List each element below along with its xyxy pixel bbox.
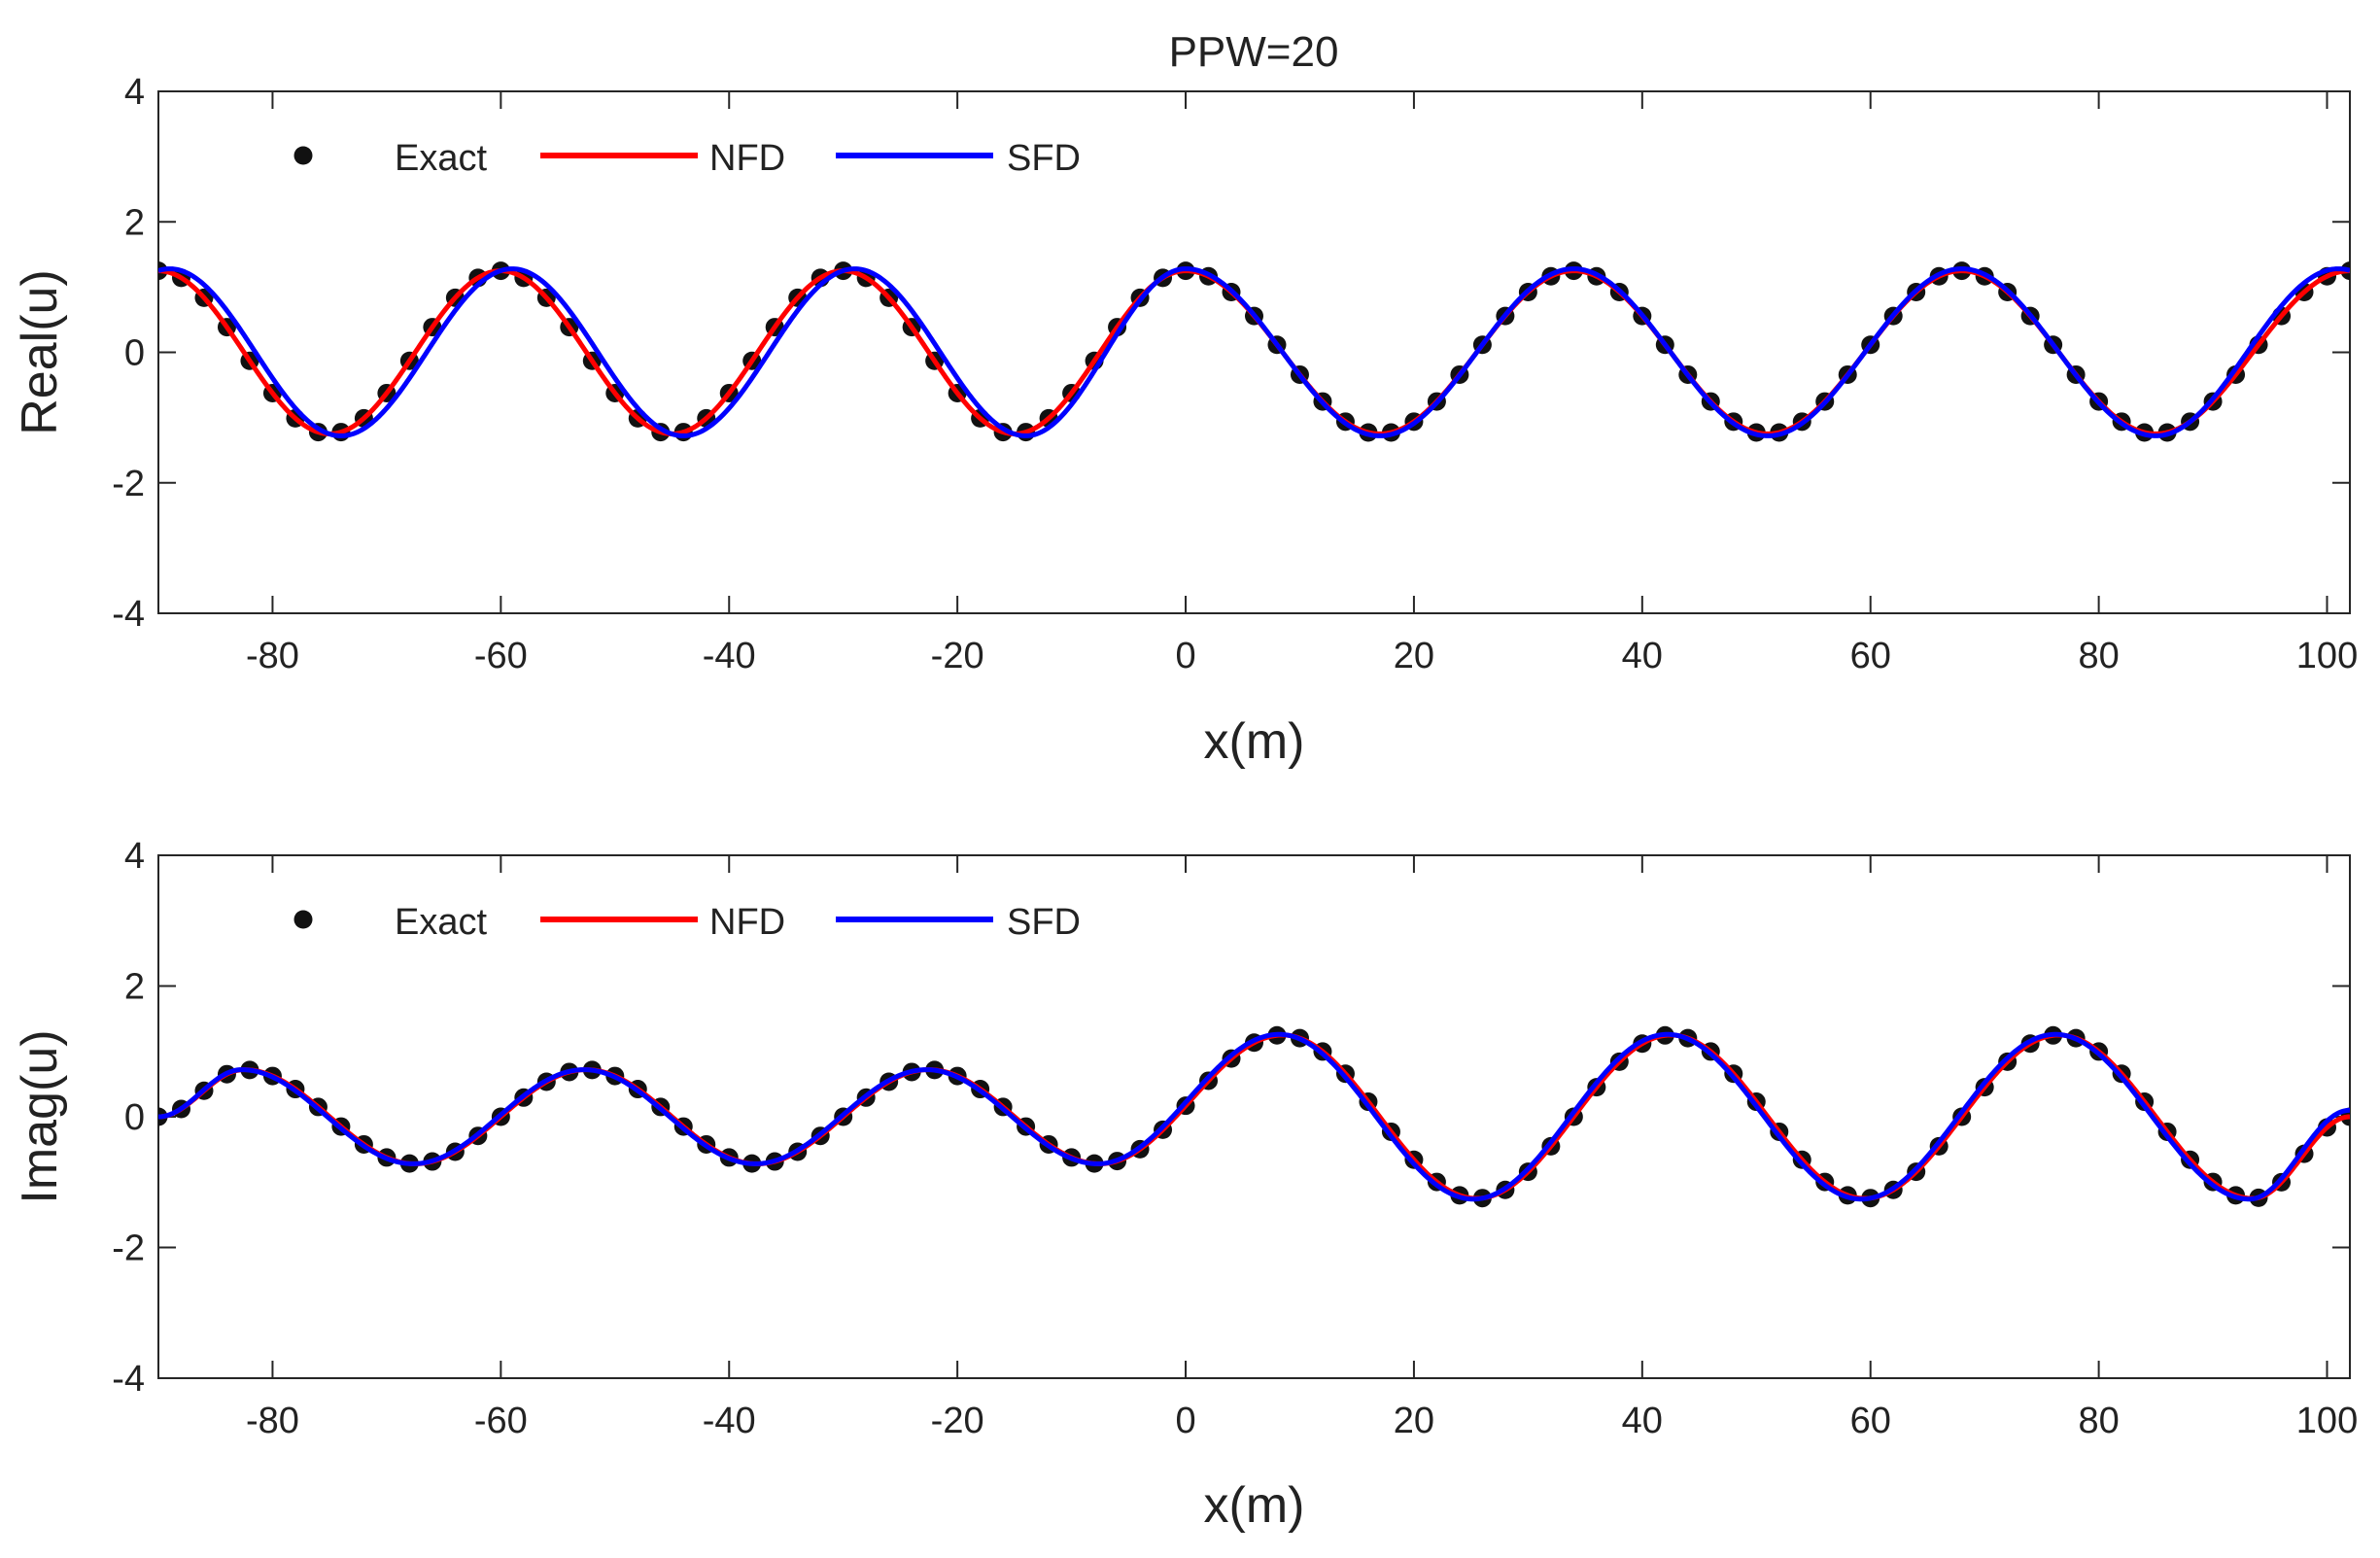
plot-area-frame (157, 854, 2351, 1379)
sfd-line (158, 266, 2350, 438)
x-tick-label: 80 (2078, 636, 2119, 676)
legend-nfd-label: NFD (709, 902, 785, 943)
x-axis-label: x(m) (1204, 1477, 1305, 1534)
x-tick-label: 20 (1394, 1401, 1434, 1441)
exact-markers (158, 261, 2350, 442)
legend: Exact NFD SFD (293, 138, 1081, 179)
y-tick-label: -4 (112, 1359, 145, 1400)
chart-title: PPW=20 (1169, 28, 1339, 76)
x-tick-label: 40 (1622, 636, 1663, 676)
x-tick-label: 20 (1394, 636, 1434, 676)
legend-exact-marker (293, 146, 313, 165)
x-tick-label: 0 (1175, 636, 1195, 676)
x-tick-label: -80 (246, 1401, 299, 1441)
x-tick-label: -20 (931, 1401, 984, 1441)
x-tick-label: -60 (474, 1401, 528, 1441)
x-tick-label: 100 (2296, 636, 2358, 676)
legend-exact-label: Exact (395, 902, 487, 943)
x-tick-label: 60 (1850, 636, 1891, 676)
nfd-line (158, 1032, 2350, 1201)
y-tick-label: 0 (124, 1097, 145, 1138)
y-tick-label: 2 (124, 202, 145, 243)
exact-markers (158, 1025, 2350, 1208)
y-tick-label: -2 (112, 464, 145, 504)
y-tick-label: 4 (124, 72, 145, 113)
real-part-panel: -80 -60 -40 -20 0 20 40 60 80 100-4-2024x(m)Real(… (12, 72, 2358, 770)
x-tick-label: -40 (703, 1401, 756, 1441)
legend: Exact NFD SFD (293, 902, 1081, 943)
x-tick-label: 80 (2078, 1401, 2119, 1441)
imag-part-panel: -80 -60 -40 -20 0 20 40 60 80 100-4-2024x(m)Imag(… (12, 836, 2358, 1534)
legend-nfd-label: NFD (709, 138, 785, 179)
legend-sfd-label: SFD (1007, 138, 1081, 179)
y-tick-label: -2 (112, 1229, 145, 1269)
y-tick-label: -4 (112, 594, 145, 635)
x-tick-label: -20 (931, 636, 984, 676)
x-tick-label: 60 (1850, 1401, 1891, 1441)
x-tick-label: -40 (703, 636, 756, 676)
y-tick-label: 2 (124, 967, 145, 1008)
x-axis-label: x(m) (1204, 713, 1305, 770)
x-tick-label: 100 (2296, 1401, 2358, 1441)
y-axis-label: Imag(u) (12, 1029, 68, 1203)
x-tick-label: 40 (1622, 1401, 1663, 1441)
x-tick-label: 0 (1175, 1401, 1195, 1441)
nfd-line (158, 268, 2350, 436)
legend-exact-marker (293, 910, 313, 929)
x-tick-label: -60 (474, 636, 528, 676)
sfd-line (158, 1031, 2350, 1202)
legend-sfd-label: SFD (1007, 902, 1081, 943)
legend-exact-label: Exact (395, 138, 487, 179)
y-tick-label: 0 (124, 333, 145, 374)
x-tick-label: -80 (246, 636, 299, 676)
y-tick-label: 4 (124, 836, 145, 877)
plot-area-frame (157, 90, 2351, 614)
y-axis-label: Real(u) (12, 269, 68, 435)
